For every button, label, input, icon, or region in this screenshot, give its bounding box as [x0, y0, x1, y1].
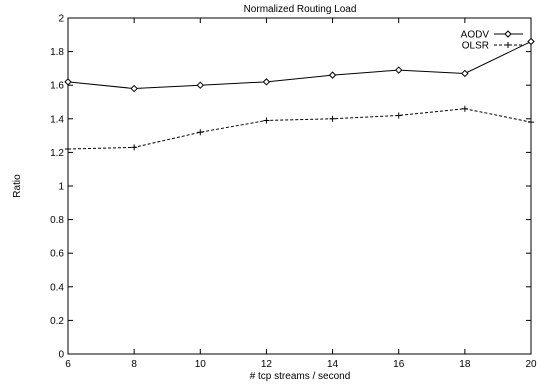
x-axis: 6 8 10 12 14 16 18 20: [65, 18, 537, 370]
series-layer: [64, 37, 535, 153]
series-olsr: [65, 105, 534, 153]
y-axis: 0 0.2 0.4 0.6 0.8 1 1.2 1.4 1.6 1.8 2: [50, 14, 531, 361]
x-axis-title: # tcp streams / second: [250, 371, 351, 382]
data-point-aodv: [130, 84, 138, 93]
data-point-olsr: [197, 129, 204, 136]
y-tick-label: 1.2: [50, 148, 64, 159]
x-tick-label: 14: [327, 359, 339, 370]
legend-marker-olsr: [505, 42, 511, 48]
x-tick-label: 8: [131, 359, 137, 370]
x-tick-label: 16: [393, 359, 405, 370]
y-axis-title: Ratio: [12, 174, 23, 198]
data-point-aodv: [527, 37, 535, 46]
y-tick-label: 0.4: [50, 282, 64, 293]
legend-marker-aodv: [504, 30, 512, 38]
data-point-olsr: [395, 112, 402, 119]
data-point-olsr: [461, 105, 468, 112]
y-tick-label: 1: [58, 182, 64, 193]
plot-area-frame: [67, 17, 532, 355]
data-point-aodv: [262, 78, 271, 86]
x-tick-label: 20: [525, 359, 537, 370]
data-point-olsr: [131, 144, 138, 151]
y-tick-label: 1.6: [50, 81, 64, 92]
data-point-olsr: [329, 115, 336, 122]
x-tick-label: 6: [65, 359, 71, 370]
x-tick-label: 18: [459, 359, 471, 370]
data-point-olsr: [528, 119, 534, 126]
y-tick-label: 0.6: [50, 249, 64, 260]
x-tick-label: 10: [195, 359, 207, 370]
data-point-aodv: [461, 69, 469, 78]
legend-label-aodv: AODV: [461, 30, 490, 41]
data-point-olsr: [65, 146, 71, 153]
data-point-aodv: [64, 78, 72, 86]
legend-label-olsr: OLSR: [462, 41, 489, 52]
y-tick-label: 0.2: [50, 316, 64, 327]
series-aodv: [64, 37, 535, 93]
data-point-aodv: [328, 71, 337, 79]
y-tick-label: 1.4: [50, 114, 64, 125]
y-tick-label: 2: [58, 14, 64, 25]
y-tick-label: 0.8: [50, 215, 64, 226]
chart-title: Normalized Routing Load: [244, 4, 357, 15]
x-tick-label: 12: [261, 359, 273, 370]
data-point-olsr: [263, 117, 270, 124]
y-tick-label: 1.8: [50, 47, 64, 58]
y-tick-label: 0: [58, 350, 64, 361]
data-point-aodv: [196, 81, 204, 89]
data-point-aodv: [395, 66, 403, 74]
series-line-aodv: [67, 41, 532, 90]
series-line-olsr: [67, 108, 532, 150]
